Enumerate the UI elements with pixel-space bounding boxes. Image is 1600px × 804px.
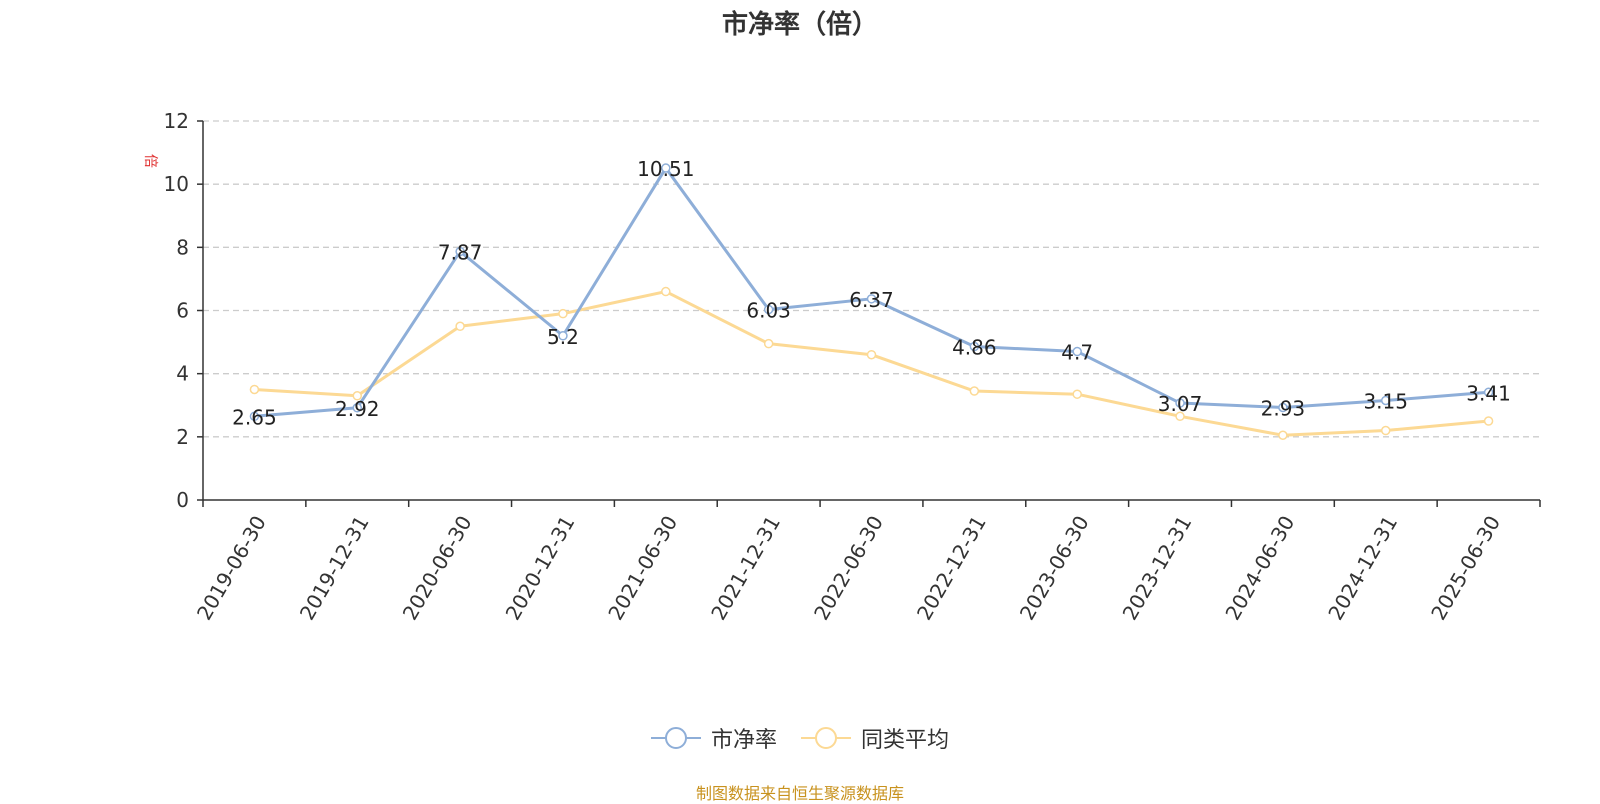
series-point-2[interactable] <box>249 384 260 395</box>
x-tick-label: 2021-06-30 <box>603 512 682 625</box>
series-point-1[interactable] <box>661 163 671 173</box>
series-point-1[interactable] <box>969 341 980 352</box>
series-point-1[interactable] <box>1175 398 1185 408</box>
series-point-1[interactable] <box>352 403 363 413</box>
series-point-2[interactable] <box>1278 430 1288 441</box>
line-chart: 0 2 4 6 8 10 12 2019-06-30 2019-12-31 2020-06-30 2… <box>142 109 1541 625</box>
x-tick-label: 2021-12-31 <box>706 512 785 625</box>
series-point-2[interactable] <box>661 286 671 297</box>
series-point-2[interactable] <box>1380 425 1391 436</box>
data-label: 10.51 <box>637 157 694 181</box>
x-tick-label: 2023-06-30 <box>1015 512 1094 625</box>
series-point-1[interactable] <box>249 411 260 422</box>
data-label: 4.86 <box>952 336 997 360</box>
y-tick-label: 4 <box>176 362 189 386</box>
x-tick-label: 2019-06-30 <box>192 512 271 625</box>
series-point-2[interactable] <box>455 321 465 332</box>
series-point-1[interactable] <box>1380 395 1391 406</box>
series-point-1[interactable] <box>1483 387 1494 398</box>
data-label: 6.03 <box>746 299 791 323</box>
data-label: 2.65 <box>232 405 277 429</box>
y-tick-label: 12 <box>164 109 189 133</box>
series-point-1[interactable] <box>763 304 774 315</box>
y-tick-label: 8 <box>176 235 189 259</box>
y-tick-label: 6 <box>176 299 189 323</box>
legend-label-series2: 同类平均 <box>861 728 950 753</box>
series-point-1[interactable] <box>1072 346 1082 357</box>
series-point-1[interactable] <box>455 246 465 257</box>
series-point-1[interactable] <box>1278 402 1288 413</box>
axes: 0 2 4 6 8 10 12 2019-06-30 2019-12-31 2020-06-30 2… <box>164 109 1541 625</box>
y-tick-label: 0 <box>176 488 189 512</box>
data-label: 3.15 <box>1363 390 1408 414</box>
data-label: 5.2 <box>547 325 579 349</box>
data-label: 6.37 <box>849 288 894 312</box>
x-tick-label: 2020-12-31 <box>501 512 580 625</box>
x-tick-label: 2024-06-30 <box>1220 512 1299 625</box>
x-tick-label: 2023-12-31 <box>1118 512 1197 625</box>
grid-lines <box>203 120 1540 438</box>
series-point-1[interactable] <box>866 294 877 304</box>
series-point-2[interactable] <box>558 308 568 319</box>
y-tick-label: 2 <box>176 425 189 449</box>
series-point-2[interactable] <box>1483 416 1494 426</box>
data-label: 4.7 <box>1061 341 1093 365</box>
data-label: 3.41 <box>1466 381 1511 405</box>
chart-title: 市净率（倍） <box>721 10 878 40</box>
series-point-2[interactable] <box>352 391 363 401</box>
source-note: 制图数据来自恒生聚源数据库 <box>695 784 904 803</box>
series-point-2[interactable] <box>763 338 774 349</box>
data-label: 7.87 <box>438 240 483 264</box>
legend-series1-icon <box>650 727 701 749</box>
x-tick-label: 2024-12-31 <box>1323 512 1402 625</box>
legend-series2-icon <box>801 727 851 749</box>
series-point-2[interactable] <box>1175 411 1185 422</box>
legend-label-series1: 市净率 <box>710 728 777 753</box>
data-label: 3.07 <box>1158 392 1203 416</box>
series-lines <box>249 163 1494 441</box>
x-tick-label: 2022-06-30 <box>809 512 888 625</box>
series-point-2[interactable] <box>969 386 980 396</box>
data-label: 2.93 <box>1261 396 1306 420</box>
y-axis-unit-label: 倍 <box>142 154 158 168</box>
legend-item-series2[interactable]: 同类平均 <box>801 722 949 754</box>
data-labels: 2.65 2.92 7.87 5.2 10.51 6.03 6.37 4.86 4.7 3.07 2… <box>232 157 1511 429</box>
legend-item-series1[interactable]: 市净率 <box>650 722 777 754</box>
y-tick-label: 10 <box>164 172 189 196</box>
x-tick-label: 2025-06-30 <box>1426 512 1505 625</box>
legend: 市净率 同类平均 <box>0 722 1600 754</box>
x-tick-label: 2020-06-30 <box>398 511 477 624</box>
series-point-2[interactable] <box>1072 389 1082 399</box>
x-tick-label: 2022-12-31 <box>912 512 991 625</box>
x-tick-label: 2019-12-31 <box>295 512 374 625</box>
series-point-2[interactable] <box>866 349 877 360</box>
series-point-1[interactable] <box>558 331 568 341</box>
data-label: 2.92 <box>335 397 380 421</box>
